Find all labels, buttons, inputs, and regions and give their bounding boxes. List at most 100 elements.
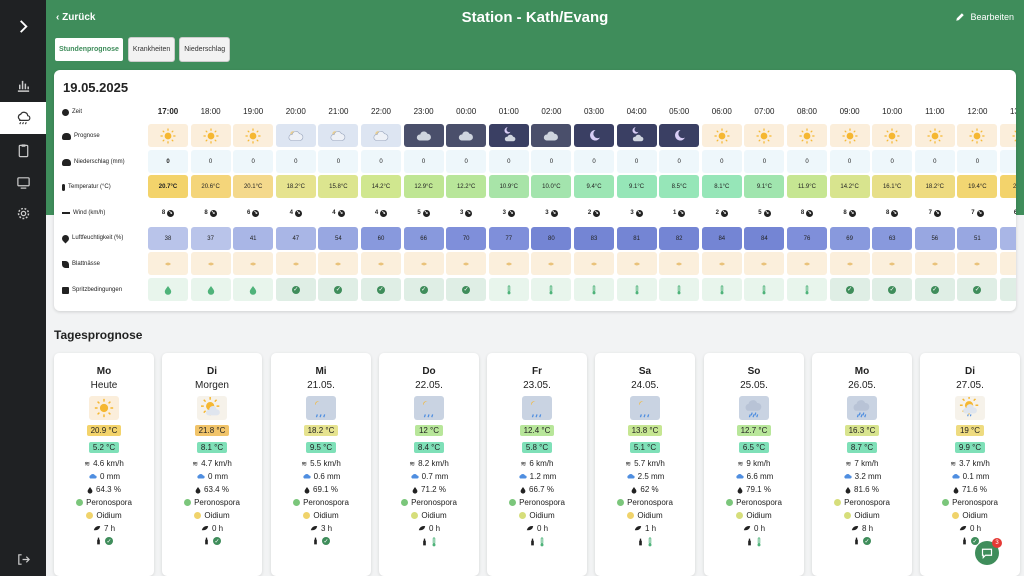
sidebar-item-monitor[interactable] [0,166,46,198]
oidium-status-dot [519,512,527,519]
wind-cell: 1 ➘ [659,207,699,219]
forecast-icon-cell [829,124,870,147]
logout-button[interactable] [0,543,46,575]
day-card[interactable]: Mo 26.05. 16.3 °C 8.7 °C ≋ 7 km/h 3.2 mm 81.6 %… [812,353,912,576]
day-card[interactable]: Mo Heute 20.9 °C 5.2 °C ≋ 4.6 km/h 0 mm 64.3 % P… [54,353,154,576]
day-card[interactable]: Di Morgen 21.8 °C 8.1 °C ≋ 4.7 km/h 0 mm 63.4 %… [162,353,262,576]
forecast-date: 19.05.2025 [63,80,129,95]
day-card[interactable]: Do 22.05. 12 °C 8.4 °C ≋ 8.2 km/h 0.7 mm 71.2 %… [379,353,479,576]
temp-max-badge: 13.8 °C [627,425,663,436]
leaf-icon [974,262,981,265]
spray-condition-cell: ✓ [872,278,913,301]
droplet-icon [207,285,214,295]
forecast-icon-cell [787,124,827,147]
forecast-icon-cell [957,124,998,147]
tab-stundenprognose[interactable]: Stundenprognose [54,37,124,62]
sidebar-item-settings[interactable] [0,197,46,229]
temp-cell: 10.0°C [531,175,572,198]
sidebar-item-clipboard[interactable] [0,134,46,166]
rain-cloud-icon [519,473,527,478]
tab-niederschlag[interactable]: Niederschlag [179,37,231,62]
weather-icon [414,396,444,420]
edit-label: Bearbeiten [970,12,1014,22]
clipboard-icon [18,143,28,157]
day-card[interactable]: Di 27.05. 19 °C 9.9 °C ≋ 3.7 km/h 0.1 mm 71.6 %… [920,353,1020,576]
day-card[interactable]: Sa 24.05. 13.8 °C 5.1 °C ≋ 5.7 km/h 2.5 mm 62 %… [595,353,695,576]
leaf-icon [250,262,257,265]
day-card[interactable]: Fr 23.05. 12.4 °C 5.8 °C ≋ 6 km/h 1.2 mm 66.7 %… [487,353,587,576]
wind-line: ≋ 7 km/h [845,459,879,468]
tab-krankheiten[interactable]: Krankheiten [127,37,176,62]
oidium-status-dot [627,512,635,519]
spray-condition-cell: ✓ [318,278,359,301]
spray-condition-cell [148,278,188,301]
oidium-status-dot [86,512,94,519]
edit-button[interactable]: Bearbeiten [955,12,1014,22]
oidium-status-dot [844,512,852,519]
wind-direction-icon: ➘ [720,209,728,217]
sprayer-icon [97,537,100,545]
wind-direction-icon: ➘ [209,209,217,217]
wind-direction-icon: ➘ [465,209,473,217]
leaf-wetness-cell [233,252,274,275]
hour-label: 21:00 [328,107,349,116]
wind-cell: 5 ➘ [404,207,444,219]
wind-direction-icon: ➘ [380,209,388,217]
temp-cell: 8.1°C [701,175,742,198]
wind-value: 4 [374,210,379,216]
hour-label: 12:00 [967,107,988,116]
spray-condition-cell [701,278,742,301]
wind-value: 2 [587,210,592,216]
logout-icon [17,553,30,565]
monitor-icon [16,176,30,189]
sidebar-item-charts[interactable] [0,69,46,101]
leaf-wetness-cell [872,252,913,275]
thermometer-icon [540,537,544,547]
leaf-wetness-cell [914,252,955,275]
temp-min-badge: 8.4 °C [413,442,445,453]
day-card[interactable]: So 25.05. 12.7 °C 6.5 °C ≋ 9 km/h 6.6 mm 79.1 %… [704,353,804,576]
leaf-icon [165,262,171,265]
precip-cell: 0 [275,150,316,173]
precip-cell: 0 [446,150,487,173]
rain-cloud-icon [736,473,744,478]
sidebar-expand-button[interactable] [0,10,46,42]
hour-label: 13:00 [1009,107,1016,116]
temp-cell: 20.8° [1000,175,1016,198]
leaf-icon [931,262,938,265]
sprayer-icon [314,537,317,545]
day-date: 22.05. [415,380,443,391]
leaf-wetness-cell [361,252,401,275]
oidium-line: Oidium [487,511,587,520]
back-link[interactable]: ‹ Zurück [56,12,96,23]
droplet-icon [195,486,201,494]
temp-cell: 18.2°C [914,175,955,198]
oidium-status-dot [736,512,744,519]
hour-label: 08:00 [796,107,818,116]
sprayer-icon [205,537,208,545]
wind-value: 6 [1013,210,1016,216]
oidium-status-dot [952,512,960,519]
row-label-temp: Temperatur (°C) [62,182,144,192]
leaf-wetness-cell [616,252,657,275]
wind-value: 8 [886,210,890,216]
temp-max-badge: 16.3 °C [844,425,880,436]
wind-value: 3 [545,210,549,216]
hour-label: 11:00 [925,107,945,116]
sidebar-item-weather[interactable] [0,102,46,134]
precip-cell: 0 [1000,150,1016,173]
day-card[interactable]: Mi 21.05. 18.2 °C 9.5 °C ≋ 5.5 km/h 0.6 mm 69.1… [271,353,371,576]
leaf-wetness-cell [787,252,827,275]
leaf-icon [634,525,642,531]
gear-icon [17,207,29,219]
temp-cell: 18.2°C [275,175,316,198]
precip-cell: 0 [659,150,700,173]
hour-label: 22:00 [370,107,392,116]
wind-cell: 3 ➘ [531,207,571,219]
chat-button[interactable]: 3 [975,538,1002,565]
humidity-cell: 83 [574,227,614,250]
humidity-cell: 66 [403,227,444,250]
page-title: Station - Kath/Evang [461,9,609,26]
peronospora-status-dot [76,499,84,506]
spray-line: ✓ [271,537,371,545]
